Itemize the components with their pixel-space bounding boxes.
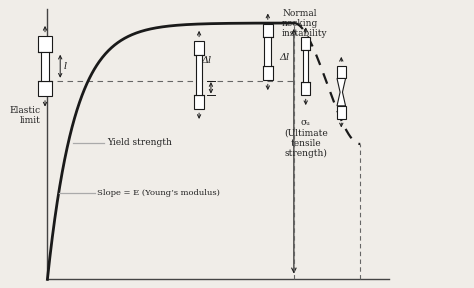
Bar [337,65,346,78]
Bar [41,52,49,81]
Bar [196,55,202,95]
Polygon shape [337,78,346,106]
Bar [38,81,52,96]
Text: Elastic
limit: Elastic limit [9,105,40,125]
Bar [38,36,52,52]
Bar [337,106,346,119]
Bar [301,82,310,95]
Text: Slope = E (Young’s modulus): Slope = E (Young’s modulus) [97,189,220,197]
Bar [194,41,204,55]
Bar [303,50,309,82]
Text: Δl: Δl [201,56,211,65]
Text: Δl: Δl [279,53,290,62]
Bar [301,37,310,50]
Bar [263,24,273,37]
Bar [263,66,273,80]
Text: σᵤ
(Ultimate
tensile
strength): σᵤ (Ultimate tensile strength) [284,118,328,158]
Text: Yield strength: Yield strength [107,138,172,147]
Bar [264,37,271,66]
Text: Normal
necking
instability: Normal necking instability [282,9,328,38]
Bar [194,95,204,109]
Text: l: l [64,62,67,71]
